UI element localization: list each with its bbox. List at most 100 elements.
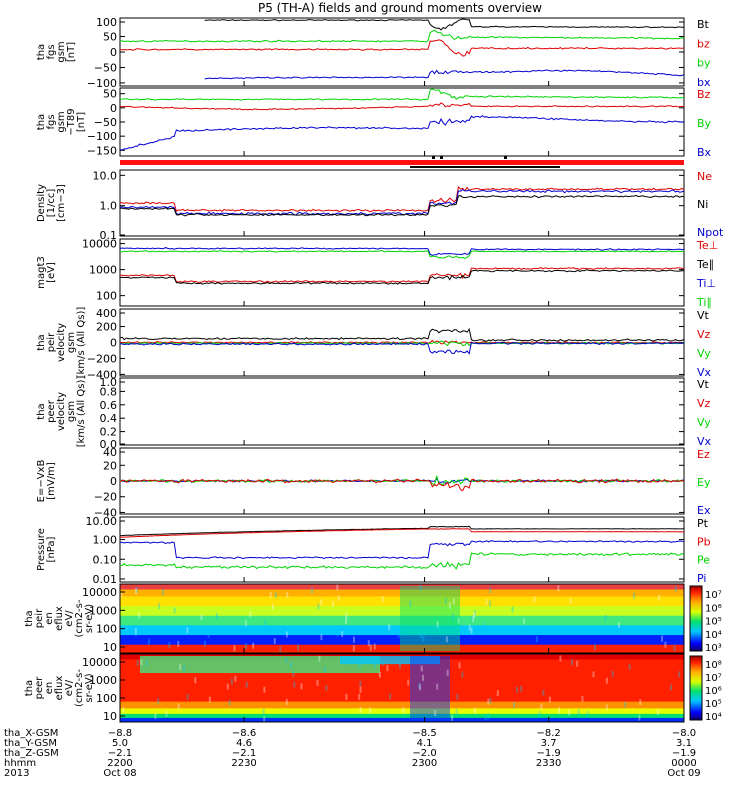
colorbar-label: 10⁵ bbox=[705, 617, 722, 628]
y-tick-label: 1000 bbox=[89, 674, 117, 687]
y-axis-label: tha bbox=[36, 114, 47, 130]
legend-red: Ne bbox=[697, 170, 712, 183]
y-tick-label: 0.10 bbox=[93, 553, 118, 566]
legend-blue: Vx bbox=[697, 435, 712, 448]
y-tick-label: −100 bbox=[87, 130, 117, 143]
colorbar-label: 10⁷ bbox=[705, 590, 722, 601]
x-row-label: hhmm bbox=[4, 758, 36, 769]
colorbar-label: 10⁶ bbox=[705, 686, 722, 697]
y-axis-label: tha bbox=[24, 680, 35, 696]
legend-green: By bbox=[697, 117, 712, 130]
x-tick-label: 0000 bbox=[671, 758, 696, 769]
panel-frame bbox=[119, 377, 685, 446]
x-tick-label: 3.7 bbox=[541, 738, 557, 749]
legend-black: Pt bbox=[697, 517, 709, 530]
x-tick-label: 2300 bbox=[412, 758, 437, 769]
series-green bbox=[119, 552, 685, 570]
panel-6: 1.00.80.60.40.20.0 tha peer velocity gsm [km/… bbox=[36, 376, 712, 451]
y-axis-label: [km/s (All Qs)] bbox=[76, 376, 87, 448]
legend-green: Ey bbox=[697, 476, 711, 489]
y-axis-label: peer bbox=[46, 399, 57, 423]
legend-blue: Bx bbox=[697, 146, 712, 159]
series-red bbox=[119, 478, 685, 492]
x-tick-label: −2.1 bbox=[108, 748, 132, 759]
y-tick-label: 10.00 bbox=[86, 515, 118, 528]
colorbar-label: 10⁷ bbox=[705, 673, 722, 684]
y-axis-label: en bbox=[44, 682, 55, 695]
y-tick-label: 0.6 bbox=[100, 399, 118, 412]
panel-frame bbox=[119, 17, 685, 87]
y-axis-label: magt3 bbox=[36, 256, 47, 289]
legend-green: Ti∥ bbox=[696, 296, 712, 309]
x-tick-label: 2330 bbox=[536, 758, 561, 769]
y-axis-label: tha bbox=[36, 334, 47, 350]
y-tick-label: 1000 bbox=[89, 264, 117, 277]
x-tick-label: 4.6 bbox=[236, 738, 252, 749]
colorbar bbox=[689, 585, 703, 652]
y-axis-label: tha bbox=[24, 610, 35, 626]
y-tick-label: 1000 bbox=[89, 604, 117, 617]
x-tick-label: 3.1 bbox=[676, 738, 692, 749]
status-bar bbox=[120, 156, 684, 168]
y-axis-label: gsm bbox=[66, 401, 77, 422]
legend-green: Vy bbox=[697, 416, 711, 429]
x-tick-label: 4.1 bbox=[417, 738, 433, 749]
legend-blue: Npot bbox=[697, 226, 724, 239]
y-axis-label: eflux bbox=[54, 606, 65, 631]
x-tick-label: −8.8 bbox=[108, 728, 132, 739]
y-axis-label: eV/ bbox=[64, 610, 75, 627]
y-axis-label: tha bbox=[36, 403, 47, 419]
x-row-label: tha_Y-GSM bbox=[4, 738, 57, 749]
y-axis-label: sr-eV) bbox=[84, 673, 95, 702]
y-axis-label: [nT] bbox=[76, 112, 87, 132]
y-tick-label: 10 bbox=[103, 710, 117, 723]
colorbar-label: 10⁵ bbox=[705, 699, 722, 710]
y-tick-label: 0.8 bbox=[100, 385, 118, 398]
series-blue bbox=[204, 69, 685, 80]
x-tick-label: Oct 08 bbox=[103, 768, 136, 779]
series-green bbox=[119, 88, 685, 101]
legend-red: Vz bbox=[697, 397, 711, 410]
legend-blue: Ti⊥ bbox=[696, 277, 716, 290]
x-row-label: 2013 bbox=[4, 768, 29, 779]
series-blue bbox=[119, 341, 685, 355]
y-tick-label: 50 bbox=[103, 31, 117, 44]
series-blue bbox=[119, 540, 685, 560]
y-tick-label: 40 bbox=[103, 446, 117, 459]
legend-green: Vy bbox=[697, 347, 711, 360]
x-tick-label: −2.1 bbox=[232, 748, 256, 759]
legend-green: Pe bbox=[697, 554, 710, 567]
series-blue bbox=[119, 189, 685, 216]
y-tick-label: −40 bbox=[94, 506, 117, 519]
colorbar-label: 10⁶ bbox=[705, 603, 722, 614]
legend-red: Te⊥ bbox=[696, 239, 718, 252]
colorbar-label: 10³ bbox=[705, 643, 722, 654]
panel-frame bbox=[119, 87, 685, 157]
x-row-label: tha_Z-GSM bbox=[4, 748, 59, 759]
panel-3: 10.0 1.0 0.1 Density [1/cc] [cm−3] Ne Ni Npot bbox=[36, 169, 724, 242]
panel-10: 10000 1000 100 10 tha peer en eflux eV/(cm2-s-sr… bbox=[24, 653, 722, 723]
y-tick-label: 1.00 bbox=[93, 534, 118, 547]
y-axis-label: velocity bbox=[56, 323, 67, 362]
y-axis-label: Pressure bbox=[36, 528, 47, 571]
x-tick-label: −1.9 bbox=[672, 748, 696, 759]
y-axis-label: peir bbox=[34, 608, 45, 628]
y-axis-label: fgs bbox=[46, 114, 57, 129]
series-red bbox=[119, 39, 685, 57]
y-axis-label: (cm2-s- bbox=[74, 599, 85, 637]
legend-red: Vz bbox=[697, 328, 711, 341]
series-green bbox=[119, 29, 685, 43]
panel-2: 500−50−100−150 tha fgs gsm −T89 [nT] Bz By Bx bbox=[36, 87, 712, 159]
y-axis-label: [nT] bbox=[66, 42, 77, 62]
y-axis-label: gsm bbox=[56, 41, 67, 62]
y-axis-label: (cm2-s- bbox=[74, 669, 85, 707]
y-tick-label: 0.1 bbox=[100, 229, 118, 242]
y-tick-label: −150 bbox=[87, 144, 117, 157]
x-tick-label: 5.0 bbox=[112, 738, 128, 749]
series-red bbox=[119, 528, 685, 538]
series-black bbox=[119, 327, 685, 342]
y-tick-label: −50 bbox=[94, 116, 117, 129]
y-tick-label: 50 bbox=[103, 88, 117, 101]
